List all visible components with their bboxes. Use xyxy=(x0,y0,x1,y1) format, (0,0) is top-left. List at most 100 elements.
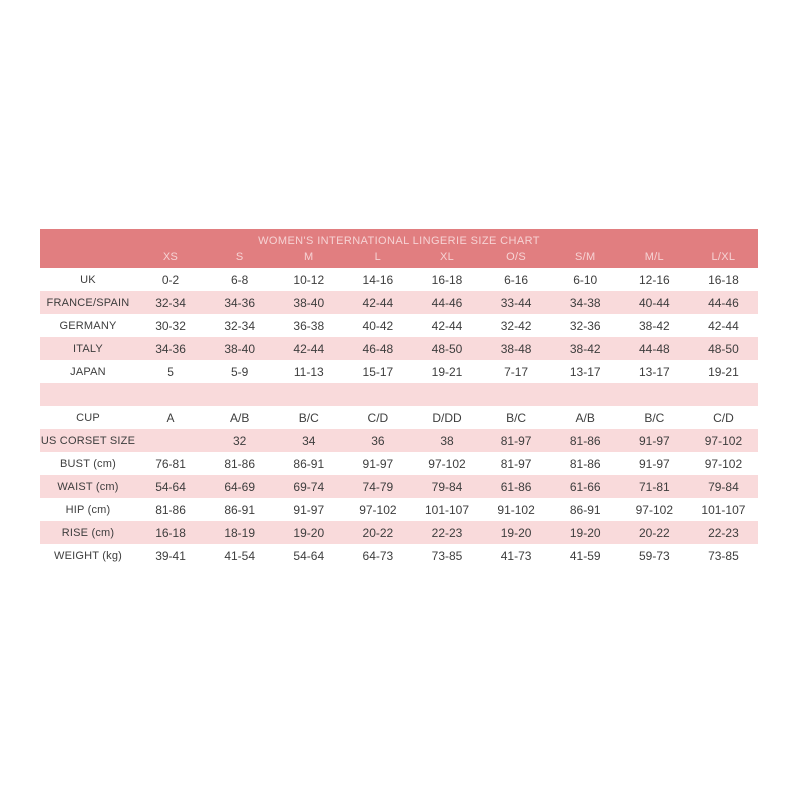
value-cell: 86-91 xyxy=(224,502,256,517)
value-cell: 97-102 xyxy=(359,502,397,517)
value-cell: 40-44 xyxy=(638,295,670,310)
size-column-header: O/S xyxy=(506,250,527,263)
table-row: GERMANY 30-32 32-34 36-38 40-42 42-44 32-42 32-… xyxy=(40,314,758,337)
size-column-header: S/M xyxy=(574,250,596,263)
value-cell: 19-20 xyxy=(569,525,601,540)
table-row: BUST (cm) 76-81 81-86 86-91 91-97 97-102 81-97… xyxy=(40,452,758,475)
value-cell: C/D xyxy=(367,410,389,425)
value-cell: 14-16 xyxy=(362,272,394,287)
value-cell: 19-21 xyxy=(708,364,739,379)
value-cell: 41-73 xyxy=(500,548,532,563)
value-cell: 19-20 xyxy=(293,525,325,540)
value-cell: 73-85 xyxy=(431,548,463,563)
value-cell: 97-102 xyxy=(635,502,673,517)
size-chart-container: WOMEN'S INTERNATIONAL LINGERIE SIZE CHAR… xyxy=(40,229,758,567)
value-cell xyxy=(136,383,205,406)
value-cell: 34-38 xyxy=(569,295,601,310)
value-cell: 32-36 xyxy=(569,318,601,333)
chart-header: WOMEN'S INTERNATIONAL LINGERIE SIZE CHAR… xyxy=(40,229,758,268)
table-row: ITALY 34-36 38-40 42-44 46-48 48-50 38-48 38-42… xyxy=(40,337,758,360)
value-cell xyxy=(412,383,481,406)
table-row: RISE (cm) 16-18 18-19 19-20 20-22 22-23 19-20 1… xyxy=(40,521,758,544)
spacer-row xyxy=(40,383,758,406)
table-row: HIP (cm) 81-86 86-91 91-97 97-102 101-107 91-1… xyxy=(40,498,758,521)
value-cell: 48-50 xyxy=(708,341,739,356)
table-row: WEIGHT (kg) 39-41 41-54 54-64 64-73 73-85 41-7… xyxy=(40,544,758,567)
value-cell: 19-20 xyxy=(500,525,532,540)
value-cell: 91-97 xyxy=(638,456,670,471)
value-cell: 38-48 xyxy=(500,341,532,356)
value-cell: B/C xyxy=(644,410,665,425)
size-column-header: M/L xyxy=(644,250,664,263)
value-cell: 11-13 xyxy=(293,364,324,379)
row-label: FRANCE/SPAIN xyxy=(46,296,130,309)
value-cell: A/B xyxy=(575,410,595,425)
value-cell: 81-86 xyxy=(155,502,186,517)
value-cell: B/C xyxy=(298,410,319,425)
table-row: WAIST (cm) 54-64 64-69 69-74 74-79 79-84 61-86… xyxy=(40,475,758,498)
size-column-header: S xyxy=(235,250,244,263)
value-cell: 64-69 xyxy=(224,479,256,494)
value-cell: 41-59 xyxy=(569,548,601,563)
row-label: JAPAN xyxy=(70,365,106,378)
value-cell: 5 xyxy=(167,364,174,379)
value-cell: 39-41 xyxy=(155,548,186,563)
value-cell: 16-18 xyxy=(431,272,463,287)
row-label: BUST (cm) xyxy=(60,457,116,470)
value-cell: 73-85 xyxy=(708,548,739,563)
value-cell: C/D xyxy=(713,410,734,425)
value-cell: 36 xyxy=(371,433,385,448)
value-cell xyxy=(274,383,343,406)
value-cell: 15-17 xyxy=(362,364,394,379)
value-cell: 6-8 xyxy=(230,272,249,287)
value-cell: B/C xyxy=(506,410,527,425)
value-cell: 12-16 xyxy=(638,272,670,287)
value-cell: 101-107 xyxy=(424,502,470,517)
value-cell: 38-42 xyxy=(569,341,601,356)
value-cell: 13-17 xyxy=(569,364,601,379)
table-row: FRANCE/SPAIN 32-34 34-36 38-40 42-44 44-46 33-… xyxy=(40,291,758,314)
value-cell: 54-64 xyxy=(293,548,325,563)
value-cell xyxy=(620,383,689,406)
value-cell: 32-34 xyxy=(224,318,256,333)
size-table-body: UK 0-2 6-8 10-12 14-16 16-18 6-16 6-10 12-16 16-1… xyxy=(40,268,758,567)
value-cell: 61-86 xyxy=(500,479,532,494)
value-cell: 42-44 xyxy=(293,341,325,356)
value-cell xyxy=(482,383,551,406)
row-label: WEIGHT (kg) xyxy=(54,549,122,562)
value-cell: 38 xyxy=(440,433,454,448)
value-cell: 79-84 xyxy=(708,479,739,494)
column-header-row: XS S M L XL O/S S/M M/L L/XL xyxy=(40,249,758,268)
value-cell: 41-54 xyxy=(224,548,256,563)
size-column-header: M xyxy=(304,250,314,263)
value-cell: 38-40 xyxy=(293,295,325,310)
value-cell xyxy=(136,429,205,452)
value-cell: 38-42 xyxy=(638,318,670,333)
table-row: UK 0-2 6-8 10-12 14-16 16-18 6-16 6-10 12-16 16-1… xyxy=(40,268,758,291)
value-cell: 6-10 xyxy=(573,272,598,287)
row-label: RISE (cm) xyxy=(61,526,115,539)
value-cell: 48-50 xyxy=(431,341,463,356)
value-cell: 91-97 xyxy=(293,502,325,517)
table-row: CUP A A/B B/C C/D D/DD B/C A/B B/C C/D xyxy=(40,406,758,429)
value-cell: 86-91 xyxy=(293,456,325,471)
value-cell xyxy=(689,383,758,406)
row-label: HIP (cm) xyxy=(65,503,111,516)
value-cell: 76-81 xyxy=(155,456,186,471)
value-cell: 34-36 xyxy=(224,295,256,310)
value-cell: 44-46 xyxy=(708,295,739,310)
value-cell: 44-48 xyxy=(638,341,670,356)
value-cell: 79-84 xyxy=(431,479,463,494)
value-cell: 0-2 xyxy=(161,272,180,287)
row-label: CUP xyxy=(76,411,100,424)
value-cell: 32 xyxy=(232,433,247,448)
value-cell: 81-97 xyxy=(500,456,532,471)
table-row: US CORSET SIZE 32 34 36 38 81-97 81-86 91-97 97-… xyxy=(40,429,758,452)
value-cell: 74-79 xyxy=(362,479,394,494)
value-cell: 42-44 xyxy=(708,318,739,333)
value-cell: 22-23 xyxy=(708,525,739,540)
row-label: GERMANY xyxy=(59,319,117,332)
value-cell: 30-32 xyxy=(155,318,186,333)
title-row: WOMEN'S INTERNATIONAL LINGERIE SIZE CHAR… xyxy=(40,229,758,249)
value-cell: 64-73 xyxy=(362,548,394,563)
